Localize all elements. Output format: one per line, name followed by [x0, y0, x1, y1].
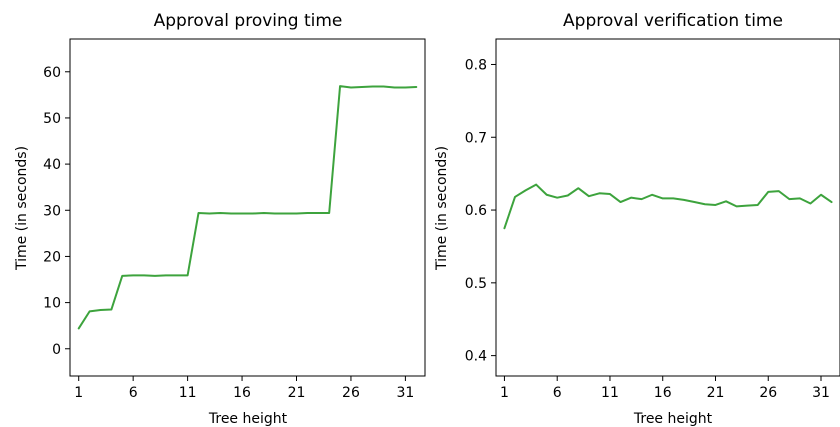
x-tick-label: 16 [654, 385, 672, 401]
x-tick-label: 31 [396, 385, 414, 401]
y-tick-label: 0.7 [465, 130, 487, 146]
x-tick-label: 31 [812, 385, 830, 401]
axis-ticks: 1 6 11 16 21 26 310.40.50.60.70.8 [465, 57, 830, 401]
chart-title: Approval verification time [563, 11, 783, 31]
chart-proving-time: Approval proving time Tree height Time (… [14, 11, 426, 427]
y-tick-label: 20 [43, 249, 61, 265]
x-tick-label: 6 [553, 385, 562, 401]
y-tick-label: 60 [43, 65, 61, 81]
x-tick-label: 26 [759, 385, 777, 401]
x-tick-label: 1 [74, 385, 83, 401]
series-line [503, 183, 833, 230]
series-line [77, 85, 418, 330]
series-lines [503, 183, 833, 230]
series-lines [77, 85, 418, 330]
x-tick-label: 21 [707, 385, 725, 401]
x-axis-label: Tree height [633, 411, 713, 427]
x-tick-label: 26 [342, 385, 360, 401]
plot-frame [495, 38, 840, 377]
y-tick-label: 0.5 [465, 276, 487, 292]
y-axis-label: Time (in seconds) [434, 146, 450, 271]
y-tick-label: 0.6 [465, 203, 487, 219]
chart-verification-time: Approval verification time Tree height T… [434, 11, 840, 427]
x-axis-label: Tree height [208, 411, 288, 427]
x-tick-label: 21 [288, 385, 306, 401]
y-axis-label: Time (in seconds) [14, 146, 30, 271]
x-tick-label: 1 [500, 385, 509, 401]
y-tick-label: 50 [43, 111, 61, 127]
y-tick-label: 30 [43, 203, 61, 219]
y-tick-label: 0.4 [465, 349, 487, 365]
x-tick-label: 11 [179, 385, 197, 401]
y-tick-label: 40 [43, 157, 61, 173]
x-tick-label: 16 [233, 385, 251, 401]
plot-frame [69, 38, 426, 377]
x-tick-label: 6 [129, 385, 138, 401]
y-tick-label: 0.8 [465, 57, 487, 73]
y-tick-label: 0 [52, 342, 61, 358]
y-tick-label: 10 [43, 296, 61, 312]
x-tick-label: 11 [601, 385, 619, 401]
chart-title: Approval proving time [154, 11, 343, 31]
